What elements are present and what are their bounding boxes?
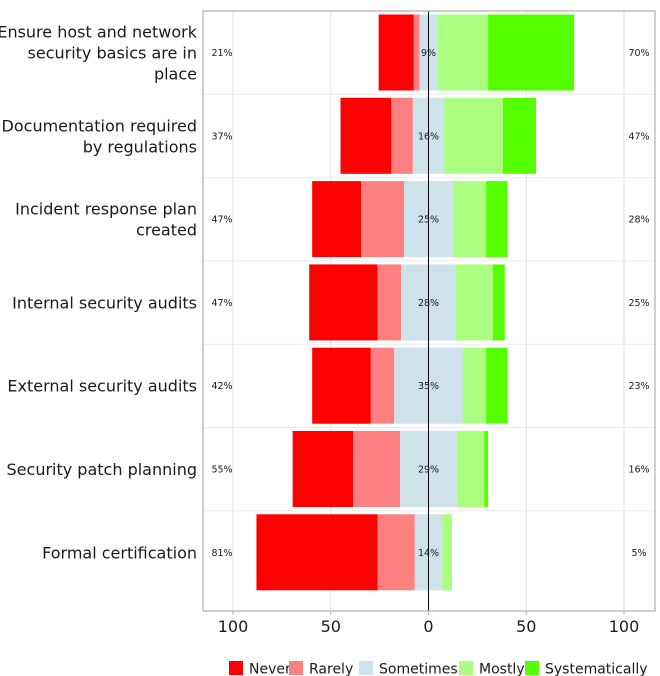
left-total-label: 47% <box>211 215 232 226</box>
bar-mostly-row-6 <box>456 431 485 507</box>
bar-systematically-row-1 <box>488 14 575 91</box>
legend-label-mostly: Mostly <box>479 662 525 676</box>
legend-swatch-sometimes <box>359 661 373 675</box>
category-label: Incident response plan created <box>15 200 197 240</box>
category-label: Documentation required by regulations <box>2 116 197 156</box>
bar-systematically-row-2 <box>502 97 537 174</box>
bar-rarely-row-3 <box>361 181 405 258</box>
right-total-label: 5% <box>631 548 646 559</box>
bar-systematically-row-4 <box>493 264 505 341</box>
x-tick-label: 100 <box>218 617 249 636</box>
bar-systematically-row-3 <box>486 181 508 258</box>
right-total-label: 70% <box>628 48 649 59</box>
category-label: Ensure host and network security basics a… <box>0 23 198 84</box>
right-total-label: 23% <box>628 381 649 392</box>
bar-mostly-row-7 <box>442 514 452 591</box>
center-total-label: 29% <box>418 465 439 476</box>
bar-never-row-5 <box>312 347 371 424</box>
legend-swatch-never <box>229 661 243 675</box>
x-tick-label: 0 <box>423 617 433 636</box>
left-total-label: 55% <box>211 465 232 476</box>
right-total-label: 47% <box>628 131 649 142</box>
bar-rarely-row-6 <box>353 431 401 507</box>
category-label: Security patch planning <box>7 460 197 479</box>
x-tick-label: 50 <box>516 617 536 636</box>
center-total-label: 14% <box>418 548 439 559</box>
bar-rarely-row-2 <box>391 97 413 174</box>
center-total-label: 9% <box>421 48 436 59</box>
left-total-label: 42% <box>211 381 232 392</box>
right-total-label: 28% <box>628 215 649 226</box>
bar-rarely-row-7 <box>377 514 415 591</box>
right-total-label: 16% <box>628 465 649 476</box>
category-label: Internal security audits <box>12 293 197 312</box>
bar-systematically-row-6 <box>484 431 489 507</box>
bar-mostly-row-2 <box>444 97 503 174</box>
legend-label-never: Never <box>249 662 291 676</box>
bar-never-row-6 <box>292 431 354 507</box>
category-label: Formal certification <box>42 543 197 562</box>
center-total-label: 35% <box>418 381 439 392</box>
legend-swatch-mostly <box>459 661 473 675</box>
right-total-label: 25% <box>628 298 649 309</box>
bar-rarely-row-5 <box>370 347 395 424</box>
bar-mostly-row-3 <box>452 181 487 258</box>
center-total-label: 25% <box>418 215 439 226</box>
left-total-label: 81% <box>211 548 232 559</box>
left-total-label: 47% <box>211 298 232 309</box>
legend-label-rarely: Rarely <box>309 662 353 676</box>
legend-label-sometimes: Sometimes <box>379 662 458 676</box>
legend-swatch-systematically <box>525 661 539 675</box>
legend-label-systematically: Systematically <box>545 662 648 676</box>
bar-rarely-row-1 <box>413 14 420 91</box>
category-label: External security audits <box>7 377 197 396</box>
bar-never-row-4 <box>309 264 378 341</box>
x-tick-label: 100 <box>609 617 640 636</box>
bar-never-row-2 <box>340 97 392 174</box>
center-total-label: 16% <box>418 131 439 142</box>
left-total-label: 21% <box>211 48 232 59</box>
bar-rarely-row-4 <box>377 264 402 341</box>
bar-never-row-3 <box>312 181 362 258</box>
x-tick-label: 50 <box>321 617 341 636</box>
bar-never-row-7 <box>256 514 378 591</box>
left-total-label: 37% <box>211 131 232 142</box>
center-total-label: 28% <box>418 298 439 309</box>
bar-mostly-row-4 <box>455 264 494 341</box>
bar-mostly-row-1 <box>437 14 489 91</box>
legend-swatch-rarely <box>289 661 303 675</box>
bar-mostly-row-5 <box>462 347 487 424</box>
bar-systematically-row-5 <box>486 347 508 424</box>
bar-never-row-1 <box>378 14 414 91</box>
